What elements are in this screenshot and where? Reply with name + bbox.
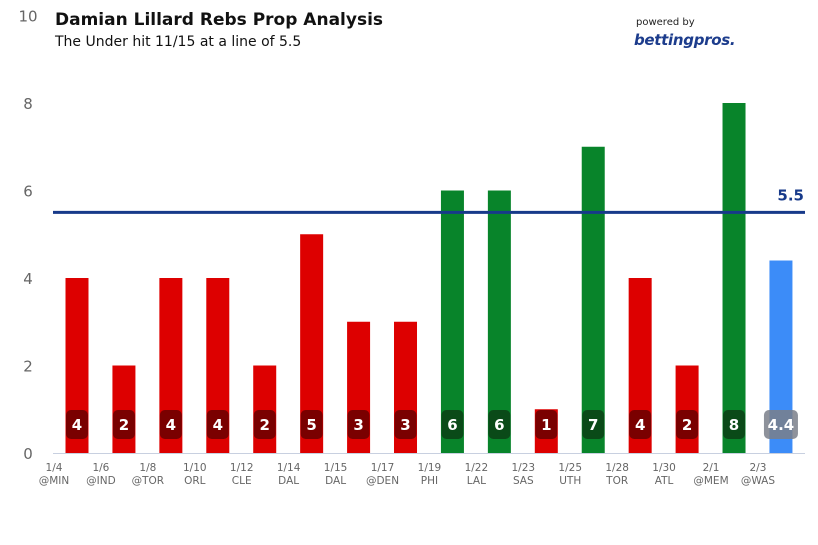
y-tick-label: 0 [23,445,33,463]
x-tick-date: 1/25 [558,462,582,474]
x-tick-opponent: TOR [605,475,628,487]
bar-value-badge [394,410,417,439]
bar-over[interactable] [581,146,605,453]
x-tick-opponent: DAL [278,475,299,487]
bar-value-label: 3 [400,416,410,434]
bar-value-badge [629,410,652,439]
bar-value-badge [206,410,229,439]
bar-value-badge [112,410,135,439]
bar-value-label: 4.4 [768,416,795,434]
bar-value-label: 1 [541,416,551,434]
x-tick-date: 1/8 [139,462,156,474]
bar-value-badge [676,410,699,439]
y-tick-label: 8 [23,95,33,113]
bar-under[interactable] [253,365,277,454]
bar-value-badge [159,410,182,439]
x-tick-date: 1/10 [183,462,207,474]
bar-value-badge [488,410,511,439]
bar-under[interactable] [65,278,89,453]
prop-line-label: 5.5 [777,186,804,204]
bar-value-label: 2 [119,416,129,434]
x-tick-opponent: PHI [421,475,438,487]
bettingpros-logo[interactable]: bettingpros. [634,31,736,49]
bar-over[interactable] [487,190,511,454]
x-tick-date: 1/19 [418,462,442,474]
x-tick-opponent: CLE [232,475,252,487]
brand-name: bettingpros [634,31,730,49]
bar-value-badge [535,410,558,439]
bar-under[interactable] [628,278,652,453]
prop-line-group: 5.5 [53,186,805,214]
bar-value-label: 5 [306,416,316,434]
x-tick-opponent: UTH [559,475,581,487]
y-tick-label: 4 [23,270,33,288]
bar-value-label: 6 [494,416,504,434]
x-tick-opponent: ORL [184,475,206,487]
x-tick-opponent: SAS [513,475,534,487]
y-tick-label: 2 [23,358,33,376]
x-tick-date: 2/1 [703,462,720,474]
bar-value-badge [347,410,370,439]
bar-projection[interactable] [769,260,793,454]
x-tick-opponent: @DEN [366,475,399,487]
bar-value-badge [582,410,605,439]
bar-value-label: 2 [682,416,692,434]
y-tick-label: 10 [18,8,37,26]
bar-under[interactable] [112,365,136,454]
bar-under[interactable] [675,365,699,454]
chart-title: Damian Lillard Rebs Prop Analysis [55,10,384,30]
bar-value-label: 4 [635,416,645,434]
bar-value-label: 6 [447,416,457,434]
bar-value-badge [723,410,746,439]
bar-value-label: 4 [166,416,176,434]
x-tick-opponent: @WAS [741,475,775,487]
bar-under[interactable] [300,234,324,453]
x-tick-opponent: @TOR [132,475,164,487]
x-tick-date: 1/12 [230,462,254,474]
x-axis-labels: 1/4@MIN1/6@IND1/8@TOR1/10ORL1/12CLE1/14D… [39,462,776,487]
x-tick-date: 1/30 [652,462,676,474]
x-tick-date: 2/3 [749,462,766,474]
x-tick-opponent: ATL [655,475,674,487]
bar-value-label: 4 [72,416,82,434]
y-axis: 0 2 4 6 8 10 [18,8,37,464]
bar-value-badge [763,410,798,439]
bar-labels-group: 4 2 4 4 2 5 3 3 6 6 1 7 4 2 8 4.4 [66,410,798,439]
bar-value-label: 2 [260,416,270,434]
x-tick-date: 1/17 [371,462,395,474]
brand-dot: . [729,31,736,49]
y-tick-label: 6 [23,183,33,201]
bar-under[interactable] [159,278,183,453]
bar-value-badge [441,410,464,439]
x-tick-date: 1/28 [605,462,629,474]
bars-group [65,103,793,454]
bar-value-label: 4 [213,416,223,434]
bar-value-badge [300,410,323,439]
x-tick-date: 1/14 [277,462,301,474]
x-tick-date: 1/22 [465,462,489,474]
x-tick-opponent: @MEM [693,475,728,487]
x-tick-opponent: @MIN [39,475,70,487]
bar-over[interactable] [440,190,464,454]
bar-under[interactable] [206,278,230,453]
bar-over[interactable] [722,103,746,453]
bar-value-label: 7 [588,416,598,434]
x-tick-date: 1/23 [512,462,536,474]
x-tick-opponent: @IND [86,475,116,487]
x-tick-date: 1/4 [46,462,63,474]
bar-value-badge [253,410,276,439]
chart-subtitle: The Under hit 11/15 at a line of 5.5 [55,34,302,50]
x-tick-date: 1/15 [324,462,348,474]
bar-value-label: 3 [353,416,363,434]
x-tick-date: 1/6 [92,462,109,474]
bar-value-badge [66,410,88,439]
bar-value-label: 8 [729,416,739,434]
x-tick-opponent: LAL [467,475,486,487]
x-tick-opponent: DAL [325,475,346,487]
powered-by-label: powered by [636,17,695,28]
